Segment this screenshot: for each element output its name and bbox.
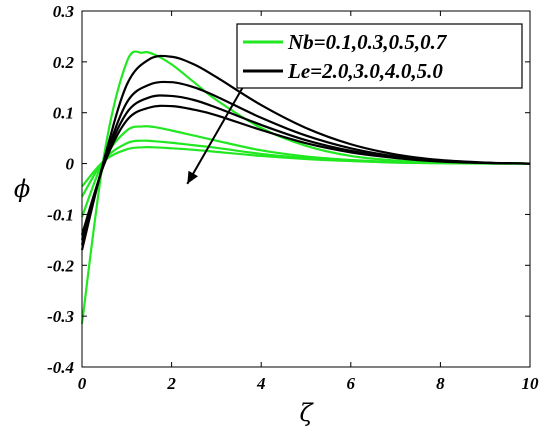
y-tick-label: -0.4 [47,358,74,377]
y-axis-label: ϕ [14,175,30,203]
y-tick-label: -0.1 [47,205,74,224]
curves-layer [80,50,531,324]
x-tick-label: 6 [347,374,356,393]
legend-label-nb: Nb=0.1,0.3,0.5,0.7 [287,30,448,54]
y-tick-label: 0.1 [53,104,74,123]
y-tick-label: 0.2 [53,53,75,72]
series-line-le-4 [80,104,531,236]
series-line-le-1 [80,54,531,251]
legend-label-le: Le=2.0,3.0,4.0,5.0 [287,59,443,83]
series-line-nb-4 [81,146,531,188]
x-tick-label: 2 [166,374,176,393]
legend-box [236,23,523,89]
y-tick-label: -0.2 [47,256,74,275]
y-tick-label: 0 [66,155,75,174]
plot-frame [81,10,531,368]
x-tick-label: 0 [78,374,87,393]
arrow-head [187,170,199,184]
tick-labels-layer: 0 2 4 6 8 10 -0.4 -0.3 -0.2 -0.1 0 0.1 0.2 0.3 [47,2,539,393]
x-tick-label: 8 [436,374,445,393]
y-tick-label: 0.3 [53,2,75,21]
legend: Nb=0.1,0.3,0.5,0.7 Le=2.0,3.0,4.0,5.0 [236,23,523,89]
x-tick-label: 10 [522,374,540,393]
x-tick-label: 4 [256,374,266,393]
y-tick-label: -0.3 [47,307,74,326]
ticks-layer [81,10,531,368]
x-axis-label: ζ [299,399,314,427]
